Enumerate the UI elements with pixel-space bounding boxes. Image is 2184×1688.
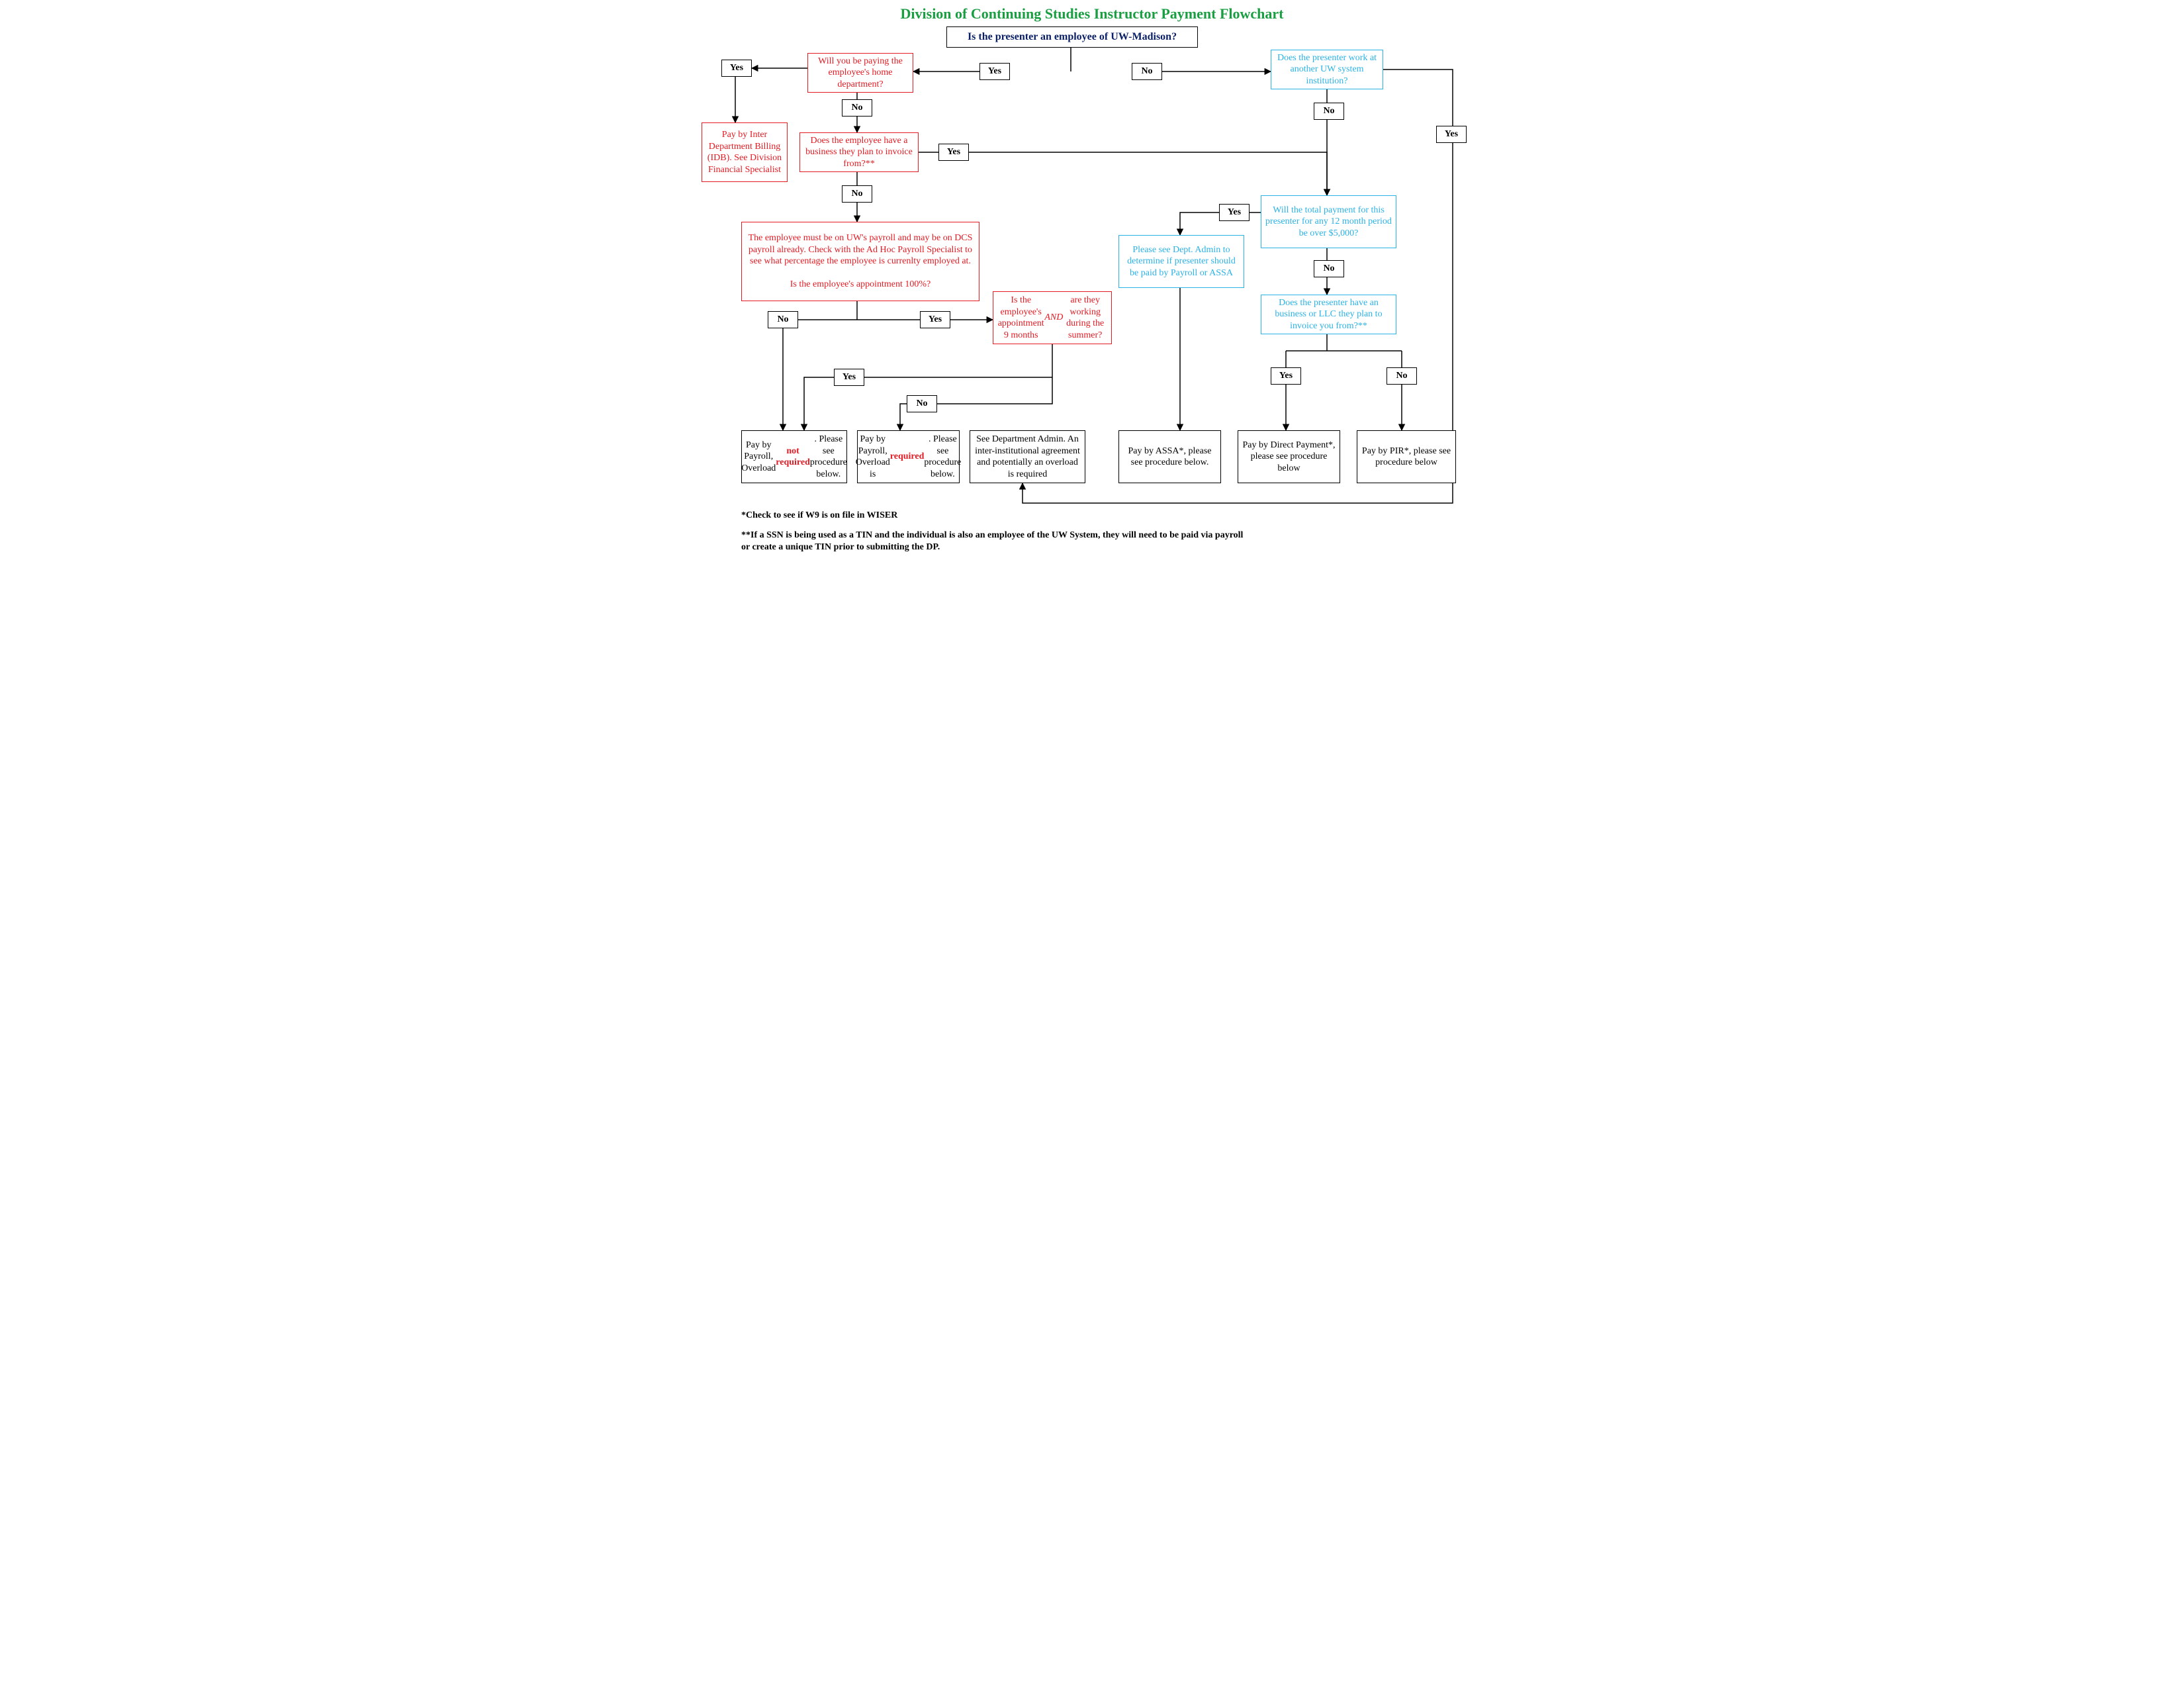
footnote-fn1: *Check to see if W9 is on file in WISER [741, 510, 1138, 522]
node-lbl-5000-no: No [1314, 260, 1344, 277]
node-lbl-homedept-no: No [842, 99, 872, 117]
node-q-100pct: The employee must be on UW's payroll and… [741, 222, 979, 301]
node-q-over5000: Will the total payment for this presente… [1261, 195, 1396, 248]
node-lbl-5000-yes: Yes [1219, 204, 1250, 221]
node-lbl-biz-no: No [842, 185, 872, 203]
node-lbl-biz-yes: Yes [938, 144, 969, 161]
node-lbl-root-no: No [1132, 63, 1162, 80]
node-out-direct: Pay by Direct Payment*, please see proce… [1238, 430, 1340, 483]
node-out-nooverload: Pay by Payroll, Overload not required. P… [741, 430, 847, 483]
node-out-idb: Pay by Inter Department Billing (IDB). S… [702, 122, 788, 182]
node-out-pir: Pay by PIR*, please see procedure below [1357, 430, 1456, 483]
flowchart-stage: Division of Continuing Studies Instructo… [695, 0, 1489, 635]
node-q-homedept: Will you be paying the employee's home d… [807, 53, 913, 93]
page-title: Division of Continuing Studies Instructo… [695, 5, 1489, 23]
node-q-9mo: Is the employee's appointment 9 months A… [993, 291, 1112, 344]
node-lbl-root-yes: Yes [979, 63, 1010, 80]
node-out-overload: Pay by Payroll, Overload is required. Pl… [857, 430, 960, 483]
node-lbl-9mo-yes: Yes [834, 369, 864, 386]
node-lbl-otheruw-yes: Yes [1436, 126, 1467, 143]
node-lbl-llc-no: No [1387, 367, 1417, 385]
node-out-assa: Pay by ASSA*, please see procedure below… [1118, 430, 1221, 483]
node-lbl-llc-yes: Yes [1271, 367, 1301, 385]
node-q-bizinvoice: Does the employee have a business they p… [799, 132, 919, 172]
node-lbl-100-no: No [768, 311, 798, 328]
node-out-interinst: See Department Admin. An inter-instituti… [970, 430, 1085, 483]
node-q-otheruw: Does the presenter work at another UW sy… [1271, 50, 1383, 89]
node-q-deptadmin: Please see Dept. Admin to determine if p… [1118, 235, 1244, 288]
node-lbl-9mo-no: No [907, 395, 937, 412]
node-lbl-100-yes: Yes [920, 311, 950, 328]
node-lbl-otheruw-no: No [1314, 103, 1344, 120]
node-q-root: Is the presenter an employee of UW-Madis… [946, 26, 1198, 48]
node-lbl-homedept-yes: Yes [721, 60, 752, 77]
edge-biz-yes-right [919, 152, 1327, 195]
node-q-llcinvoice: Does the presenter have an business or L… [1261, 295, 1396, 334]
footnote-fn2: **If a SSN is being used as a TIN and th… [741, 530, 1244, 553]
